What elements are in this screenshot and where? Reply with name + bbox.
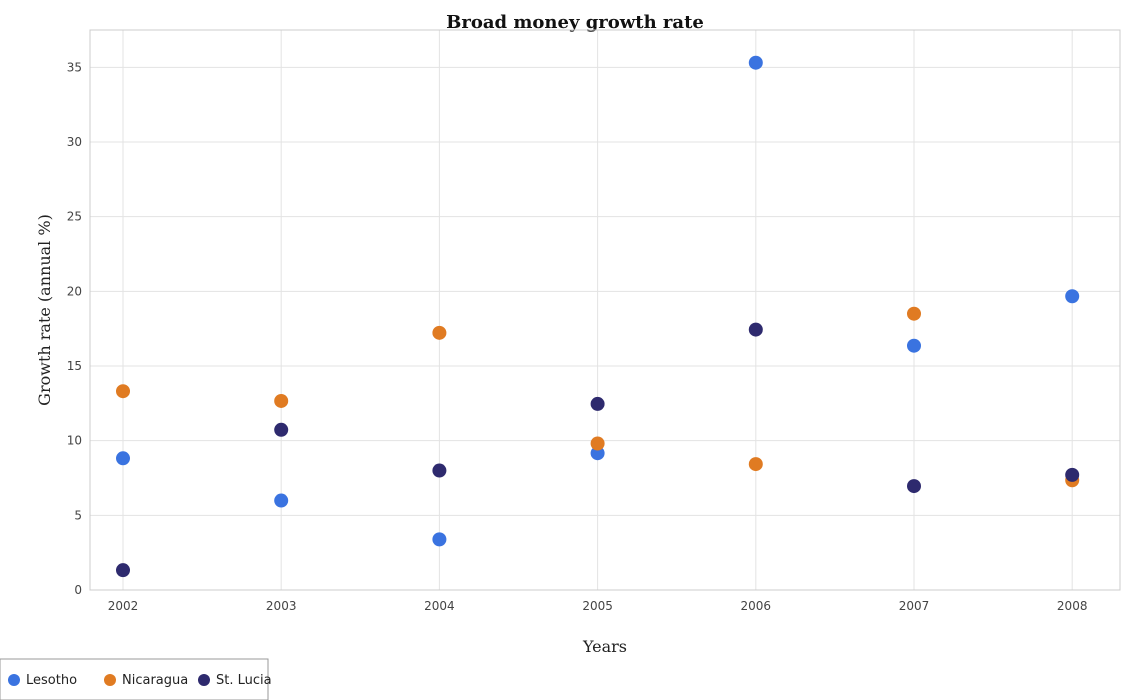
data-point-nicaragua [590,436,605,451]
grid [90,30,1120,591]
y-axis-title: Growth rate (annual %) [35,214,54,406]
y-axis-ticks: 0 5 10 15 20 25 30 35 [67,60,82,597]
data-point-st-lucia [116,563,130,578]
data-point-lesotho [590,446,605,461]
x-axis-ticks: 2002 2003 2004 2005 2006 2007 2008 [108,599,1088,613]
data-point-lesotho [432,532,447,547]
x-tick-label: 2003 [266,599,297,613]
legend-label-nicaragua: Nicaragua [122,673,188,688]
y-tick-label: 10 [67,434,82,448]
data-point-nicaragua [274,393,289,408]
x-tick-label: 2005 [582,599,613,613]
data-point-lesotho [274,493,289,508]
data-point-lesotho [907,338,921,353]
data-point-st-lucia [748,322,763,337]
y-tick-label: 20 [67,284,82,298]
y-tick-label: 35 [67,60,82,74]
x-tick-label: 2006 [741,599,772,613]
x-tick-label: 2008 [1057,599,1088,613]
data-point-st-lucia [432,463,447,478]
legend-marker-lesotho [8,674,20,686]
legend-label-lesotho: Lesotho [26,673,77,688]
data-point-st-lucia [907,479,921,494]
plot-frame [89,29,1121,591]
x-tick-label: 2007 [899,599,930,613]
data-point-lesotho [1065,289,1080,304]
data-point-nicaragua [116,384,130,399]
data-point-nicaragua [748,457,763,472]
legend-label-st-lucia: St. Lucia [216,673,272,688]
chart-title: Broad money growth rate [446,12,704,33]
data-point-nicaragua [907,306,921,321]
y-tick-label: 30 [67,135,82,149]
data-point-st-lucia [590,396,605,411]
y-tick-label: 0 [74,583,82,597]
y-tick-label: 15 [67,359,82,373]
data-point-st-lucia [274,422,289,437]
legend: Lesotho Nicaragua St. Lucia [0,658,272,700]
data-point-lesotho [116,451,130,466]
x-tick-label: 2002 [108,599,139,613]
data-points [116,55,1080,578]
data-point-lesotho [748,55,763,70]
x-axis-title: Years [582,637,627,656]
x-tick-label: 2004 [424,599,455,613]
data-point-st-lucia [1065,467,1080,482]
y-tick-label: 5 [74,508,82,522]
y-tick-label: 25 [67,210,82,224]
legend-marker-st-lucia [198,674,210,686]
legend-marker-nicaragua [104,674,116,686]
data-point-nicaragua [432,325,447,340]
legend-box [0,658,269,700]
